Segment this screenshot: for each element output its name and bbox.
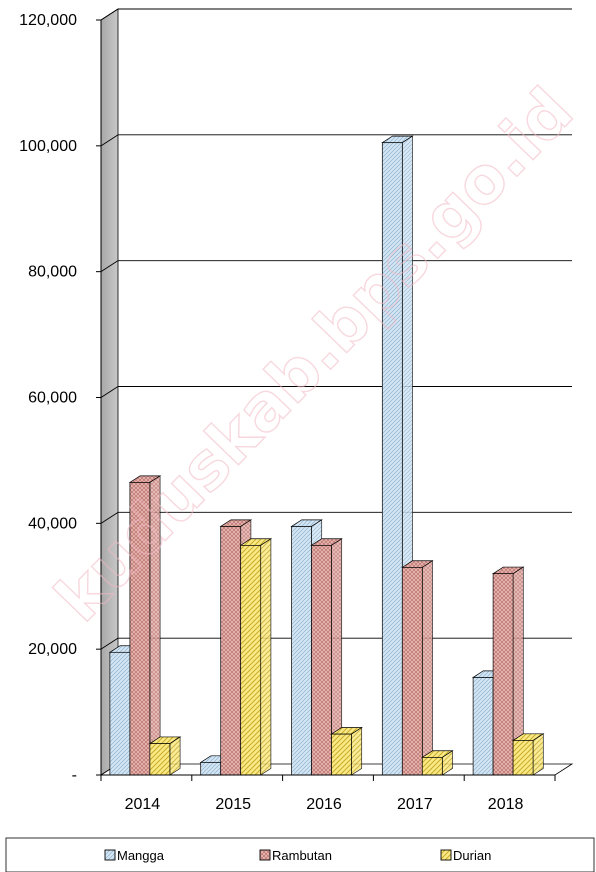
bar-front <box>220 526 242 776</box>
legend-swatch <box>440 849 452 861</box>
bar <box>148 736 182 776</box>
bar-front <box>512 740 534 776</box>
bar <box>401 560 434 776</box>
bar-front <box>149 743 171 776</box>
bar-front <box>331 733 352 776</box>
x-tick-label: 2015 <box>215 796 251 813</box>
x-tick-label: 2016 <box>306 796 342 813</box>
bar-front <box>492 573 514 776</box>
y-tick-label: - <box>72 767 77 784</box>
x-tick-label: 2018 <box>488 796 524 813</box>
bar-front <box>200 762 222 776</box>
legend: Mangga Rambutan Durian <box>5 837 595 872</box>
gridline-side <box>100 260 119 273</box>
x-tick-label: 2014 <box>125 796 161 813</box>
bar <box>491 566 525 776</box>
bar-front <box>311 545 332 776</box>
bar-front <box>109 651 131 776</box>
gridline-side <box>100 386 119 398</box>
bar-side <box>260 538 272 776</box>
bar <box>128 475 162 776</box>
gridline-side <box>100 134 119 147</box>
bar-side <box>169 736 181 776</box>
gridline-side <box>100 8 119 21</box>
legend-label: Rambutan <box>272 848 332 863</box>
gridline-side <box>100 637 119 650</box>
y-tick-label: 80,000 <box>28 264 77 281</box>
y-axis: - 20,000 40,000 60,000 80,000 100,000 120,000 <box>19 12 101 784</box>
bars <box>108 135 545 776</box>
bar <box>511 733 545 776</box>
y-tick-label: 20,000 <box>28 641 77 658</box>
y-tick-label: 120,000 <box>19 12 77 29</box>
gridline-side <box>100 511 119 524</box>
bar-front <box>291 526 312 776</box>
legend-box <box>5 837 595 872</box>
y-tick-label: 100,000 <box>19 138 77 155</box>
legend-label: Mangga <box>117 848 165 863</box>
bar-side <box>421 560 433 776</box>
bar-front <box>472 677 494 776</box>
bar <box>330 726 363 776</box>
bar-front <box>401 567 423 776</box>
y-tick-label: 40,000 <box>28 515 77 532</box>
legend-swatch <box>259 849 271 861</box>
x-tick-label: 2017 <box>397 796 433 813</box>
bar-side <box>351 726 363 776</box>
x-axis: 2014 2015 2016 2017 2018 <box>100 775 556 813</box>
legend-label: Durian <box>453 848 491 863</box>
bar <box>421 750 454 776</box>
bar-side <box>532 733 544 776</box>
bar-front <box>240 545 262 776</box>
bar <box>239 538 273 776</box>
bar-front <box>421 757 443 776</box>
y-tick-label: 60,000 <box>28 390 77 407</box>
legend-swatch <box>104 849 116 861</box>
